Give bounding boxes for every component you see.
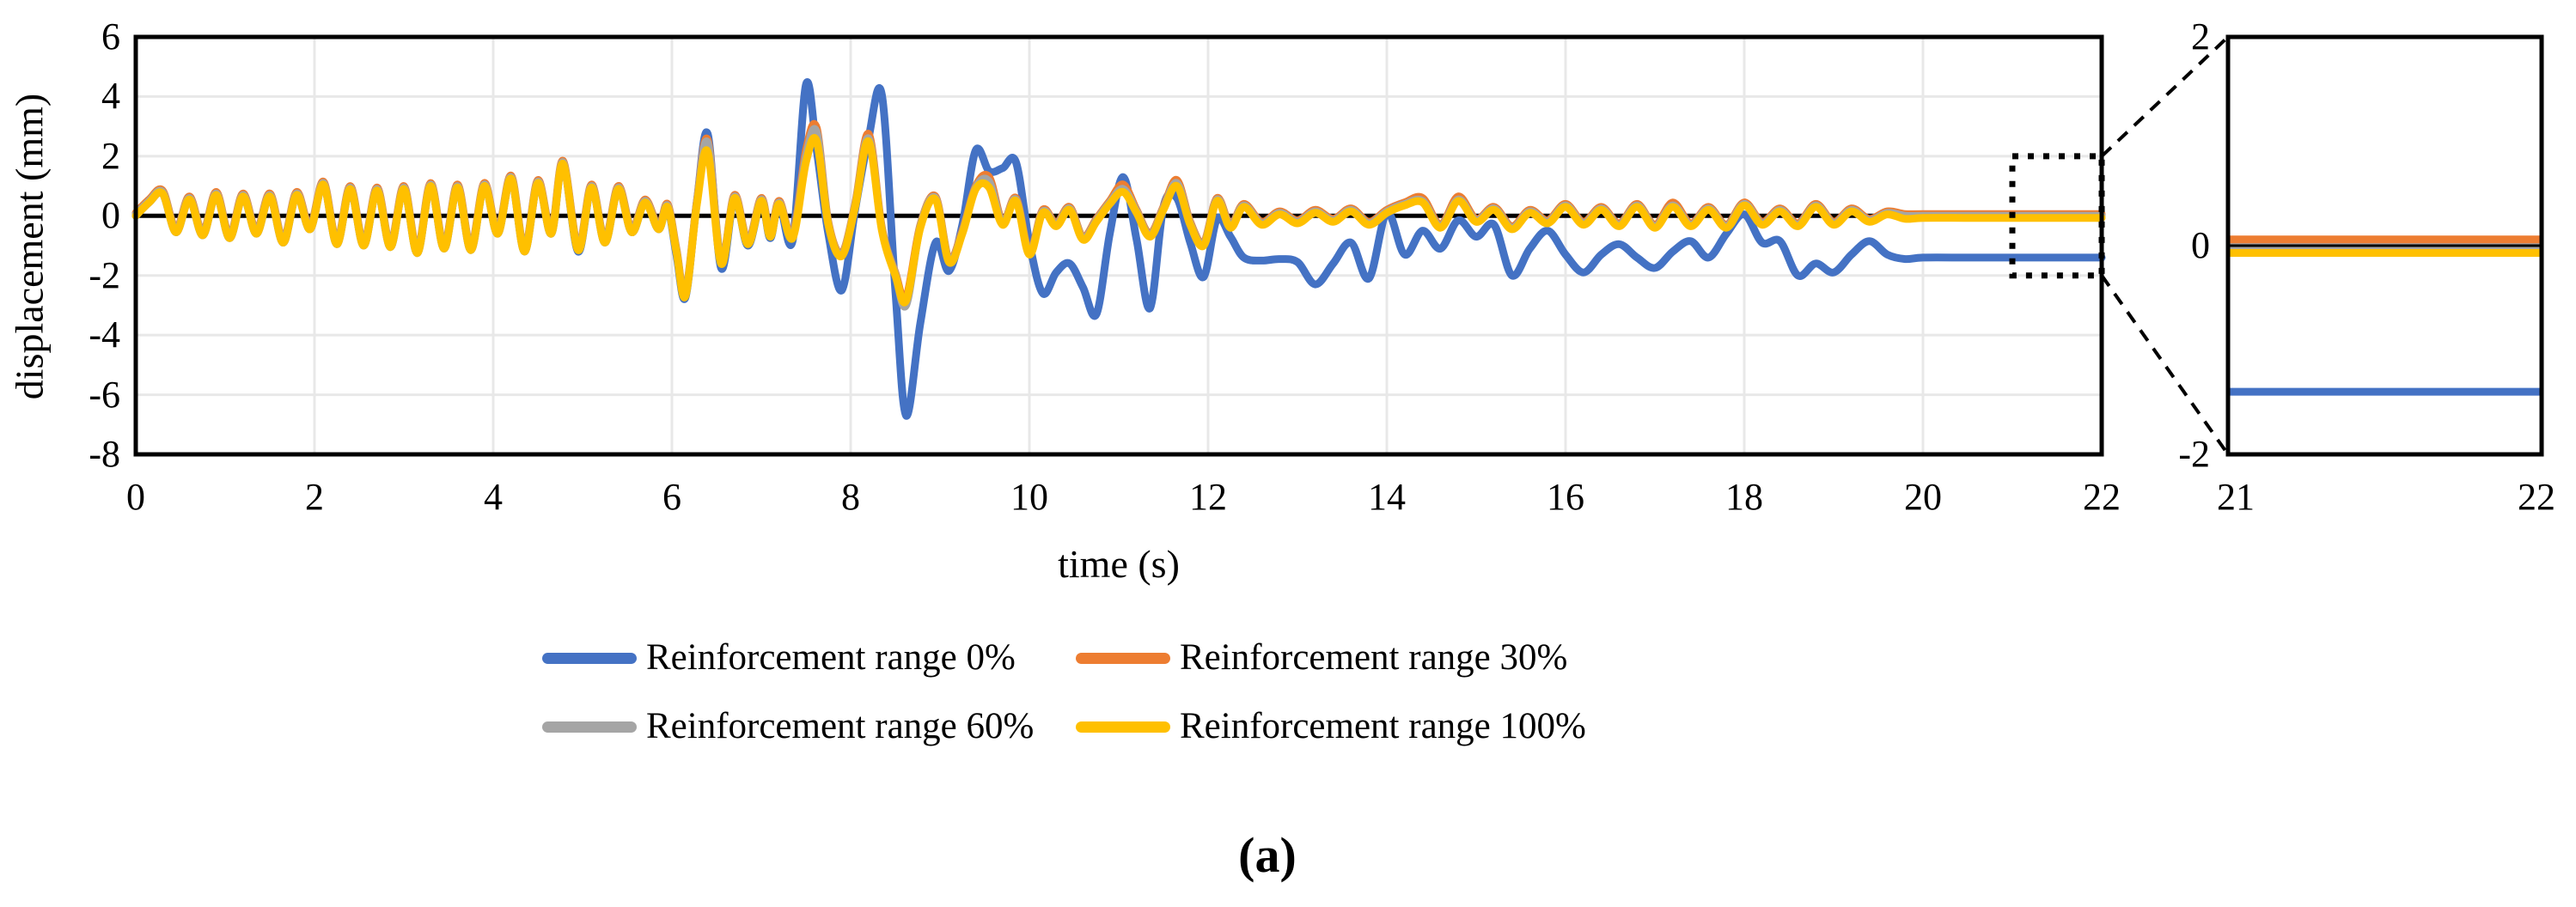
x-tick-label: 22 — [2083, 476, 2121, 518]
x-axis-title: time (s) — [1058, 542, 1180, 586]
series-line-reinforcement-range-100- — [131, 134, 2106, 307]
y-tick-label: -4 — [89, 313, 120, 356]
inset-x-tick-label: 22 — [2518, 476, 2555, 518]
y-tick-label: 6 — [101, 15, 120, 58]
y-tick-label: 4 — [101, 75, 120, 118]
legend-swatch-yellow-icon — [1076, 721, 1170, 733]
x-tick-label: 18 — [1725, 476, 1763, 518]
x-tick-label: 10 — [1010, 476, 1048, 518]
legend-item-range-100: Reinforcement range 100% — [1076, 704, 1586, 749]
x-tick-label: 0 — [126, 476, 145, 518]
legend-label-range-100: Reinforcement range 100% — [1180, 706, 1586, 746]
legend-swatch-orange-icon — [1076, 652, 1170, 664]
y-tick-label: -8 — [89, 433, 120, 475]
figure-caption: (a) — [1238, 827, 1297, 883]
x-tick-label: 2 — [305, 476, 324, 518]
inset-y-tick-label: -2 — [2178, 433, 2210, 475]
y-tick-label: -2 — [89, 253, 120, 296]
y-tick-label: 2 — [101, 134, 120, 177]
legend-item-range-30: Reinforcement range 30% — [1076, 636, 1567, 680]
inset-x-tick-label: 21 — [2217, 476, 2255, 518]
legend-swatch-blue-icon — [542, 652, 637, 664]
x-tick-label: 4 — [484, 476, 503, 518]
connector-line-bottom — [2100, 274, 2230, 456]
x-tick-label: 6 — [662, 476, 681, 518]
legend-item-range-60: Reinforcement range 60% — [542, 704, 1034, 749]
x-tick-label: 20 — [1904, 476, 1942, 518]
x-tick-label: 14 — [1368, 476, 1406, 518]
y-tick-label: -6 — [89, 373, 120, 416]
x-tick-label: 12 — [1189, 476, 1227, 518]
inset-y-tick-label: 2 — [2191, 15, 2210, 58]
legend-label-range-0: Reinforcement range 0% — [646, 637, 1016, 678]
main-plot-border — [133, 34, 2104, 457]
zoom-box — [2009, 153, 2105, 279]
inset-y-tick-label: 0 — [2191, 224, 2210, 266]
y-tick-label: 0 — [101, 194, 120, 237]
legend-swatch-gray-icon — [542, 721, 637, 733]
connector-line-top — [2100, 35, 2230, 158]
x-tick-label: 8 — [841, 476, 860, 518]
legend-label-range-30: Reinforcement range 30% — [1180, 637, 1568, 678]
legend-label-range-60: Reinforcement range 60% — [646, 706, 1035, 746]
inset-border — [2225, 34, 2544, 457]
x-tick-label: 16 — [1547, 476, 1584, 518]
legend-item-range-0: Reinforcement range 0% — [542, 636, 1016, 680]
